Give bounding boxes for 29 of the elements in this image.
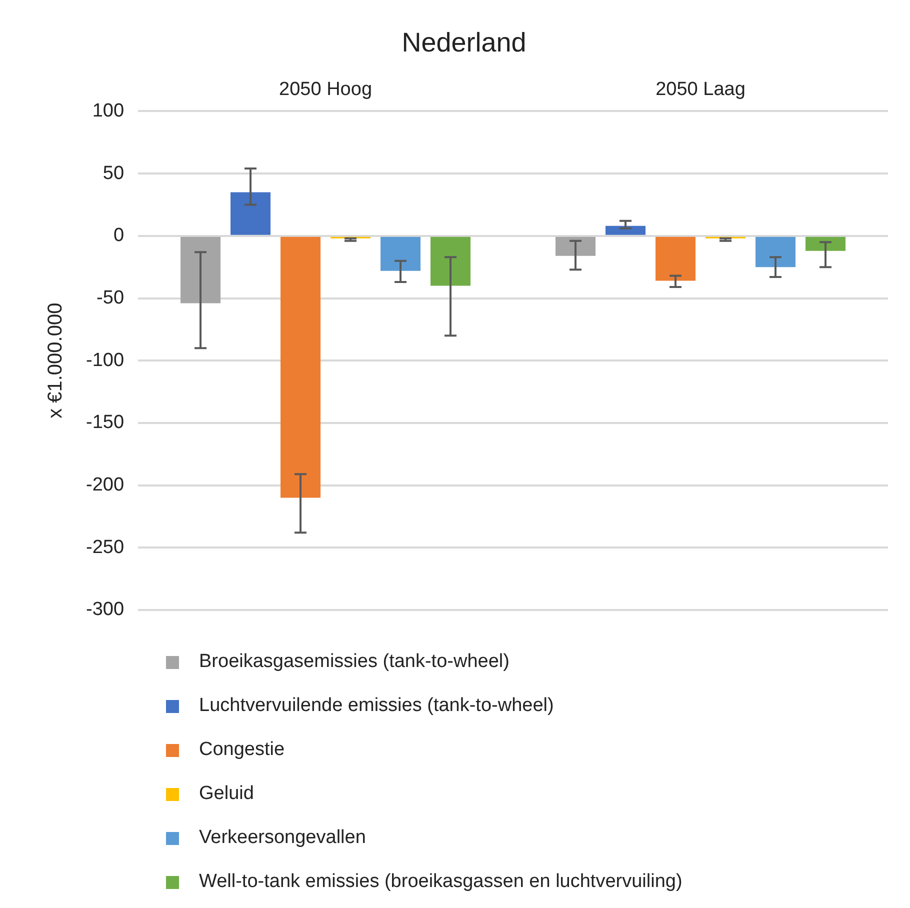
bar [280, 236, 321, 498]
y-tick-label: -150 [86, 412, 124, 434]
bar [380, 236, 421, 271]
y-axis-title: x €1.000.000 [44, 302, 67, 418]
bar [756, 236, 796, 268]
x-tick-label: 2050 Hoog [279, 79, 372, 100]
legend-label: Congestie [199, 739, 285, 761]
legend-label: Luchtvervuilende emissies (tank-to-wheel) [199, 695, 554, 717]
legend-label: Broeikasgasemissies (tank-to-wheel) [199, 651, 510, 673]
y-tick-label: -100 [86, 350, 124, 371]
bar [180, 236, 221, 304]
legend-label: Verkeersongevallen [199, 827, 366, 849]
legend-label: Well-to-tank emissies (broeikasgassen en luchtvervuiling) [199, 871, 682, 893]
bar [430, 236, 471, 286]
y-tick-label: 100 [92, 100, 124, 122]
bar [606, 226, 646, 235]
y-tick-label: -200 [86, 474, 124, 496]
y-tick-label: -50 [96, 287, 124, 308]
bar [230, 192, 271, 235]
y-tick-label: -250 [86, 536, 124, 558]
y-tick-label: 0 [113, 225, 124, 246]
bar [556, 236, 596, 256]
bar [806, 236, 846, 251]
y-tick-label: 50 [102, 162, 124, 184]
bar [656, 236, 696, 281]
legend-label: Geluid [199, 783, 254, 805]
chart-title: Nederland [402, 28, 526, 58]
x-tick-label: 2050 Laag [656, 79, 746, 100]
y-tick-label: -300 [86, 599, 124, 620]
